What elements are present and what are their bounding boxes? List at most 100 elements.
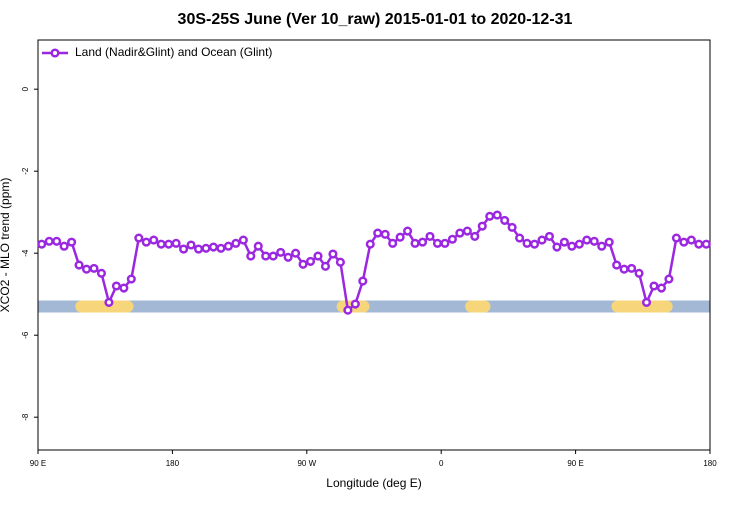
data-point — [44, 236, 54, 246]
land-segment — [611, 300, 673, 313]
data-point — [671, 233, 681, 243]
data-point — [179, 244, 189, 254]
data-point — [149, 235, 159, 245]
data-point — [283, 252, 293, 262]
data-point — [701, 239, 711, 249]
data-point — [208, 242, 219, 252]
land-segment — [75, 300, 134, 313]
data-point — [567, 241, 577, 251]
data-point — [111, 281, 121, 291]
x-tick-label: 90 W — [297, 459, 316, 468]
data-point — [388, 238, 398, 248]
legend-marker — [50, 48, 60, 58]
data-point — [231, 238, 241, 248]
data-point — [455, 228, 465, 238]
data-point — [500, 215, 510, 225]
data-point — [694, 239, 704, 249]
data-point — [223, 241, 233, 251]
y-tick-label: -4 — [21, 249, 30, 257]
data-point — [597, 241, 607, 251]
data-point — [582, 235, 592, 245]
data-point — [634, 268, 644, 278]
data-point — [619, 264, 629, 274]
data-point — [246, 251, 256, 261]
data-point — [156, 239, 166, 249]
data-point — [380, 229, 390, 239]
land-segment — [465, 300, 491, 313]
data-point — [343, 305, 353, 315]
data-point — [440, 238, 450, 248]
y-tick-label: -8 — [21, 413, 30, 421]
data-point — [261, 251, 271, 261]
data-point — [141, 237, 151, 247]
data-point — [320, 261, 331, 271]
data-point — [507, 222, 517, 232]
data-point — [268, 251, 278, 261]
data-point — [537, 235, 547, 245]
data-point — [686, 235, 696, 245]
data-point — [559, 237, 569, 247]
data-point — [492, 210, 502, 220]
x-axis-label: Longitude (deg E) — [326, 476, 421, 490]
chart-title: 30S-25S June (Ver 10_raw) 2015-01-01 to … — [178, 11, 573, 28]
data-point — [216, 243, 226, 253]
y-tick-label: -2 — [21, 167, 30, 175]
data-point — [238, 235, 248, 245]
data-point — [432, 238, 443, 248]
data-point — [395, 232, 405, 242]
y-tick-label: -6 — [21, 331, 30, 339]
x-tick-label: 180 — [703, 459, 717, 468]
data-point — [529, 239, 540, 249]
data-point — [522, 238, 532, 248]
data-point — [604, 237, 614, 247]
data-point — [574, 239, 584, 249]
data-point — [37, 239, 47, 249]
data-point — [276, 247, 286, 257]
data-point — [470, 231, 480, 241]
data-point — [373, 228, 383, 238]
data-point — [313, 251, 323, 261]
data-point — [515, 233, 525, 243]
data-point — [589, 236, 599, 246]
data-point — [679, 237, 689, 247]
data-point — [67, 237, 77, 247]
data-point — [477, 221, 487, 231]
data-point — [365, 239, 375, 249]
data-point — [425, 231, 435, 241]
data-point — [656, 283, 667, 293]
y-tick-label: 0 — [21, 86, 30, 91]
y-axis-label: XCO2 - MLO trend (ppm) — [0, 178, 12, 313]
data-point — [96, 268, 107, 278]
data-point — [403, 226, 413, 236]
data-point — [335, 257, 345, 267]
data-point — [649, 281, 659, 291]
data-point — [358, 276, 368, 286]
ocean-strip — [38, 300, 710, 313]
data-point — [193, 244, 204, 254]
data-point — [81, 264, 92, 274]
data-point — [201, 243, 211, 253]
data-point — [59, 241, 69, 251]
data-point — [627, 263, 637, 273]
data-point — [447, 234, 457, 244]
data-point — [664, 274, 674, 284]
data-point — [126, 274, 136, 284]
data-point — [104, 297, 114, 307]
data-point — [328, 249, 338, 259]
data-point — [291, 248, 301, 258]
x-tick-label: 90 E — [30, 459, 46, 468]
data-point — [552, 242, 562, 252]
data-point — [485, 211, 495, 221]
data-point — [641, 297, 652, 307]
data-point — [305, 256, 316, 266]
data-point — [119, 283, 129, 293]
data-point — [164, 239, 174, 249]
x-tick-label: 0 — [439, 459, 444, 468]
legend-label: Land (Nadir&Glint) and Ocean (Glint) — [75, 45, 272, 59]
data-point — [410, 238, 420, 248]
data-point — [462, 226, 472, 236]
data-point — [74, 260, 84, 270]
x-tick-label: 90 E — [567, 459, 583, 468]
